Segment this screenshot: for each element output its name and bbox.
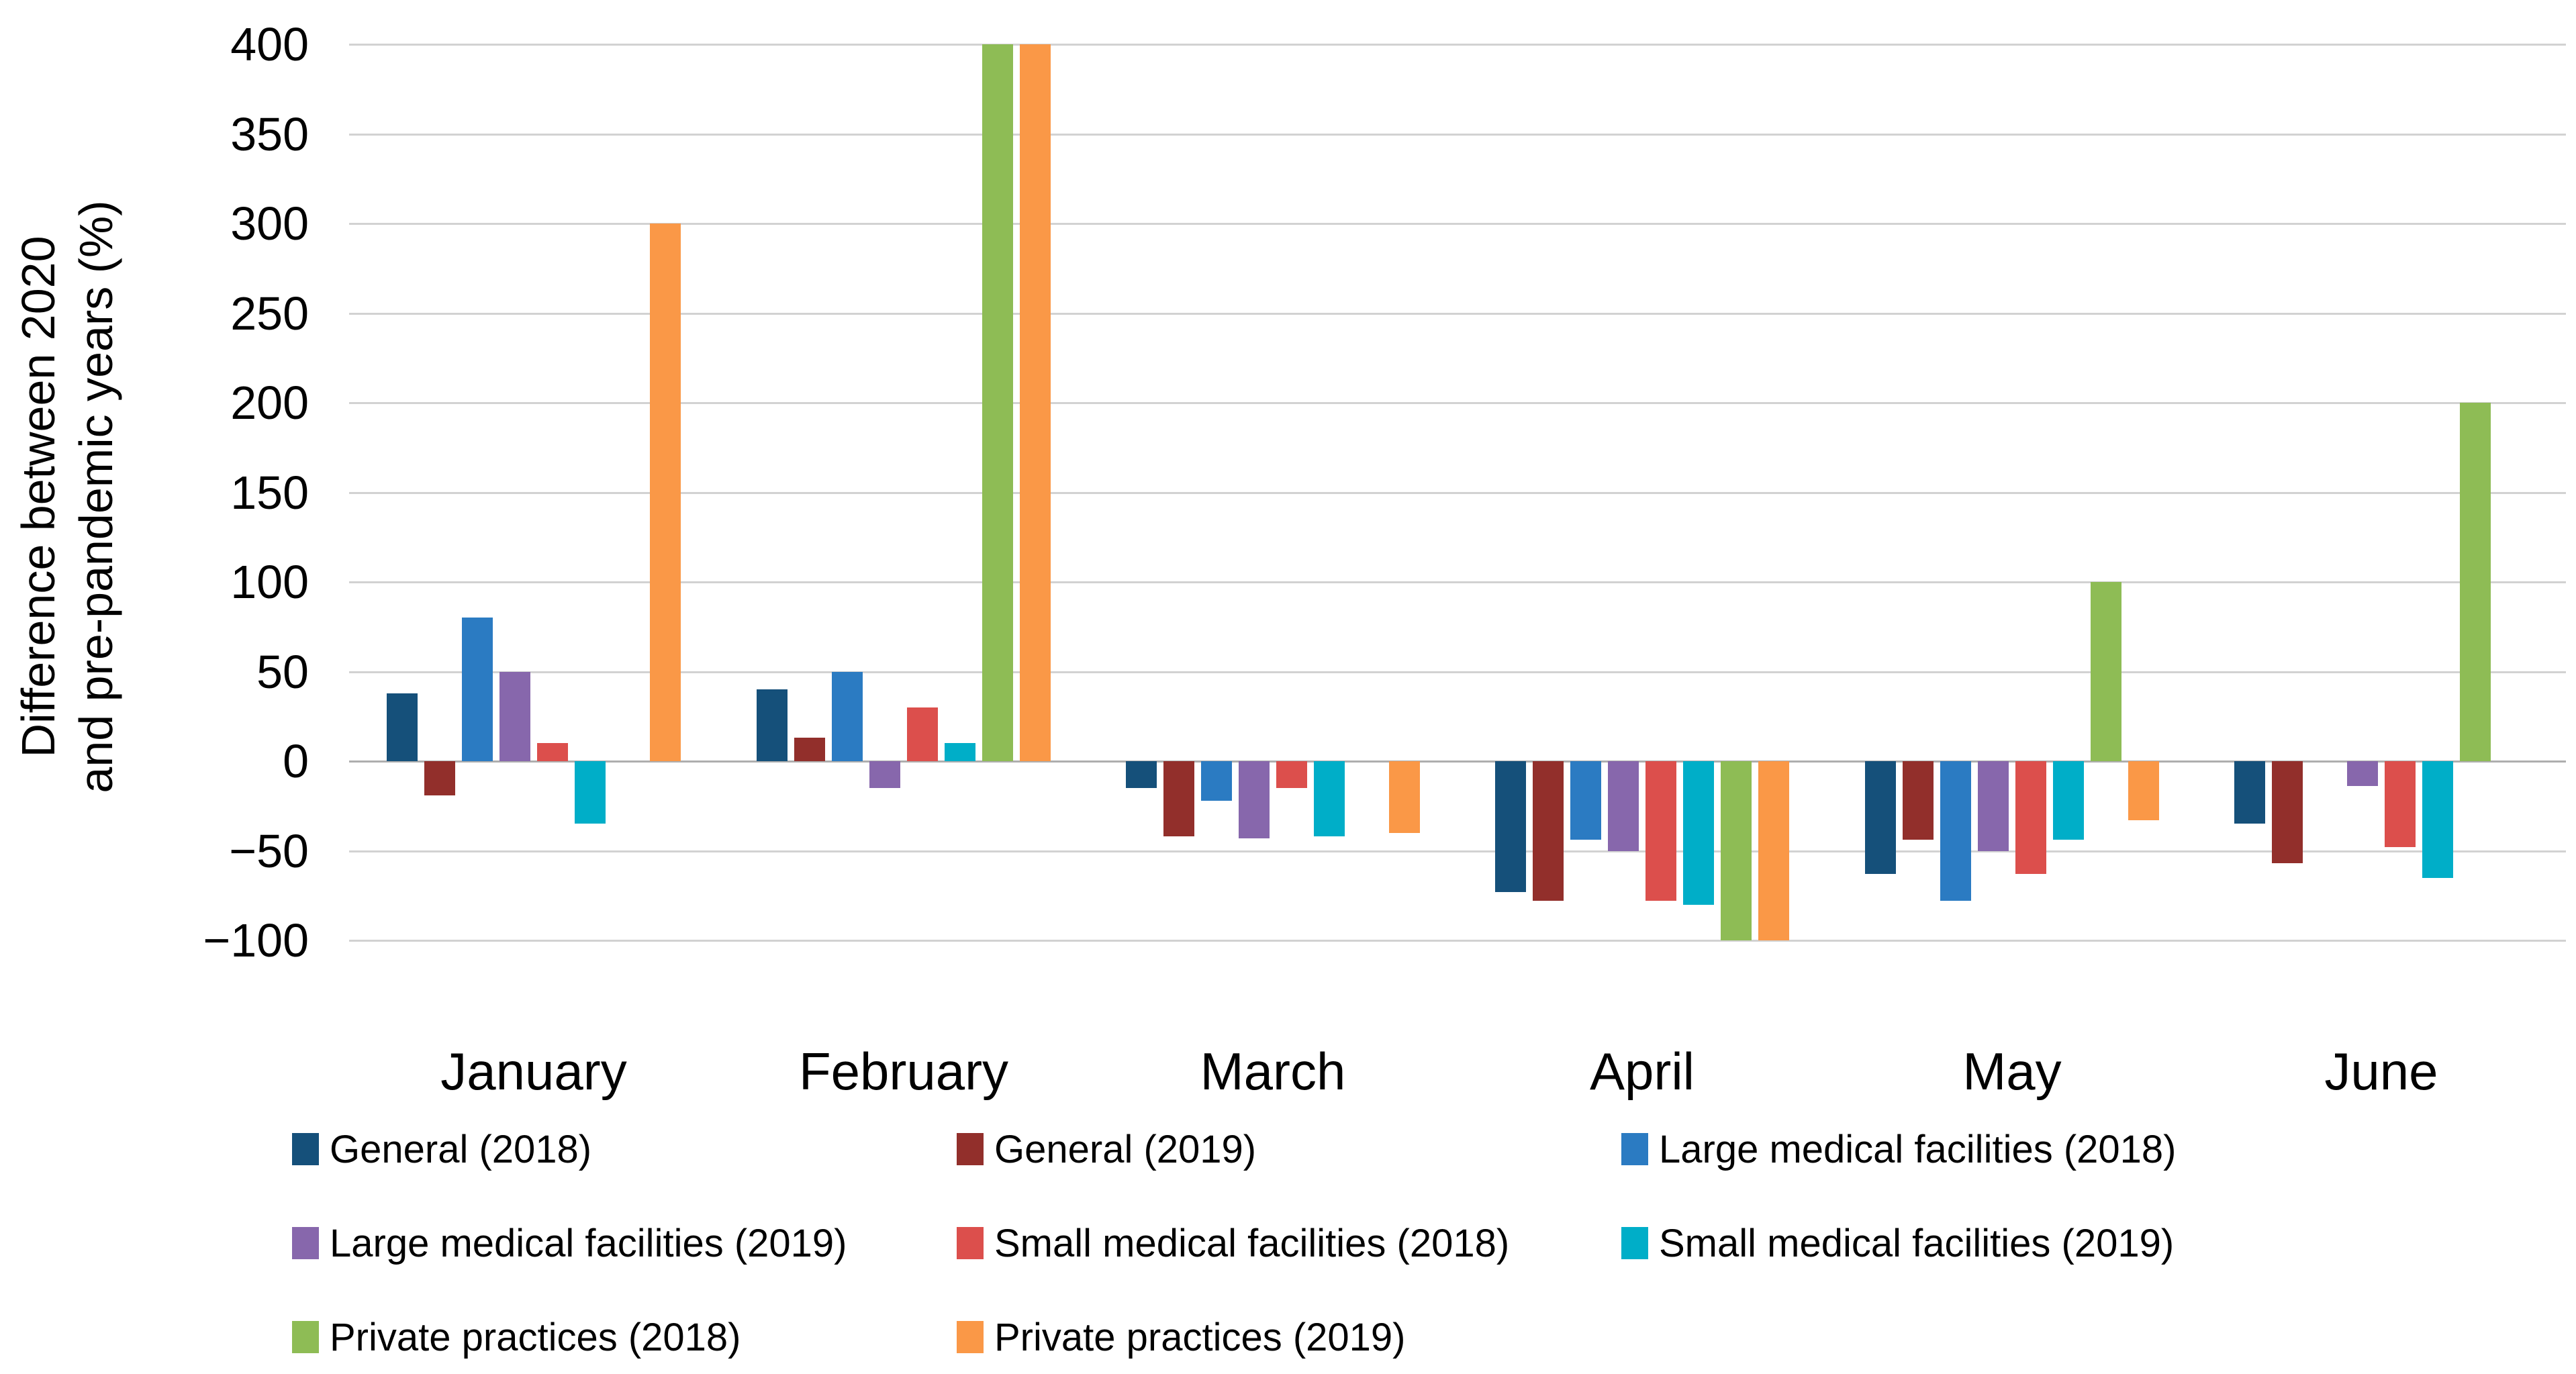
bar-january-general-2019 [424,761,455,795]
legend-label-small-medical-facilities-2018: Small medical facilities (2018) [994,1221,1510,1265]
legend-item-private-practices-2018: Private practices (2018) [292,1306,741,1368]
legend-swatch-private-practices-2019 [957,1321,984,1353]
y-tick-label--50: −50 [229,824,309,877]
x-label-march: March [1200,1042,1346,1101]
bar-june-small-medical-facilities-2018 [2385,761,2416,848]
bar-may-general-2019 [1903,761,1934,840]
bar-june-general-2018 [2234,761,2265,824]
legend-swatch-private-practices-2018 [292,1321,319,1353]
y-tick-label-150: 150 [230,466,309,519]
legend-item-small-medical-facilities-2019: Small medical facilities (2019) [1621,1212,2174,1274]
bar-may-private-practices-2019 [2128,761,2159,821]
y-tick-label-400: 400 [230,18,309,70]
bar-february-small-medical-facilities-2018 [907,707,938,761]
bar-january-small-medical-facilities-2018 [537,743,568,761]
bar-april-general-2019 [1533,761,1564,901]
bar-april-general-2018 [1495,761,1526,892]
bar-may-small-medical-facilities-2018 [2015,761,2046,875]
y-tick-label-200: 200 [230,377,309,429]
gridline-300 [349,223,2566,225]
x-label-may: May [1962,1042,2062,1101]
legend-item-large-medical-facilities-2018: Large medical facilities (2018) [1621,1118,2176,1180]
y-tick-label-0: 0 [283,735,309,787]
bar-june-small-medical-facilities-2019 [2422,761,2453,878]
bar-january-general-2018 [387,693,418,761]
bar-june-private-practices-2018 [2460,403,2491,761]
legend-swatch-large-medical-facilities-2019 [292,1227,319,1259]
gridline-200 [349,402,2566,404]
legend-item-small-medical-facilities-2018: Small medical facilities (2018) [957,1212,1509,1274]
y-tick-label-50: 50 [256,645,309,698]
x-label-april: April [1589,1042,1695,1101]
bar-march-general-2018 [1126,761,1157,789]
y-tick-label-300: 300 [230,197,309,250]
bar-may-general-2018 [1865,761,1896,875]
bar-february-private-practices-2018 [982,44,1013,761]
legend-item-private-practices-2019: Private practices (2019) [957,1306,1405,1368]
legend-swatch-general-2018 [292,1133,319,1165]
legend-label-large-medical-facilities-2019: Large medical facilities (2019) [330,1221,847,1265]
legend-label-private-practices-2018: Private practices (2018) [330,1315,741,1359]
legend-swatch-small-medical-facilities-2018 [957,1227,984,1259]
x-label-june: June [2324,1042,2438,1101]
gridline--50 [349,850,2566,852]
bar-may-small-medical-facilities-2019 [2053,761,2084,840]
bar-may-large-medical-facilities-2019 [1978,761,2009,851]
bar-february-large-medical-facilities-2018 [832,671,863,761]
bar-february-general-2018 [757,689,788,761]
bar-january-small-medical-facilities-2019 [575,761,606,824]
bar-february-general-2019 [794,738,825,761]
gridline-0 [349,760,2566,763]
legend-label-general-2018: General (2018) [330,1127,592,1171]
bar-may-large-medical-facilities-2018 [1940,761,1971,901]
legend-label-small-medical-facilities-2019: Small medical facilities (2019) [1659,1221,2175,1265]
y-tick-label-100: 100 [230,556,309,608]
bar-march-large-medical-facilities-2018 [1201,761,1232,801]
bar-april-private-practices-2018 [1721,761,1752,940]
bar-april-private-practices-2019 [1758,761,1789,940]
y-tick-label-350: 350 [230,107,309,160]
bar-june-large-medical-facilities-2019 [2347,761,2378,787]
bar-february-small-medical-facilities-2019 [945,743,975,761]
bar-april-small-medical-facilities-2018 [1645,761,1676,901]
bar-may-private-practices-2018 [2091,582,2121,761]
bar-april-large-medical-facilities-2018 [1570,761,1601,840]
legend-label-large-medical-facilities-2018: Large medical facilities (2018) [1659,1127,2177,1171]
legend-item-large-medical-facilities-2019: Large medical facilities (2019) [292,1212,847,1274]
legend-item-general-2019: General (2019) [957,1118,1256,1180]
gridline-100 [349,581,2566,583]
bar-february-private-practices-2019 [1020,44,1051,761]
legend-item-general-2018: General (2018) [292,1118,591,1180]
legend-label-private-practices-2019: Private practices (2019) [994,1315,1406,1359]
bar-june-general-2019 [2272,761,2303,864]
gridline--100 [349,940,2566,942]
x-label-february: February [798,1042,1009,1101]
legend-swatch-small-medical-facilities-2019 [1621,1227,1648,1259]
gridline-350 [349,133,2566,136]
gridline-400 [349,44,2566,46]
bar-april-large-medical-facilities-2019 [1608,761,1639,851]
y-axis-title-line1: Difference between 2020 [12,236,64,758]
legend-swatch-large-medical-facilities-2018 [1621,1133,1648,1165]
bar-february-large-medical-facilities-2019 [869,761,900,789]
gridline-250 [349,312,2566,315]
y-tick-label-250: 250 [230,287,309,340]
bar-march-large-medical-facilities-2019 [1239,761,1270,838]
gridline-150 [349,491,2566,494]
bar-january-large-medical-facilities-2018 [462,618,493,761]
x-label-january: January [440,1042,627,1101]
y-tick-label--100: −100 [203,914,309,967]
legend-swatch-general-2019 [957,1133,984,1165]
bar-march-small-medical-facilities-2018 [1276,761,1307,789]
legend-label-general-2019: General (2019) [994,1127,1257,1171]
bar-april-small-medical-facilities-2019 [1683,761,1714,905]
bar-march-private-practices-2019 [1389,761,1420,833]
bar-march-small-medical-facilities-2019 [1314,761,1345,837]
bar-january-large-medical-facilities-2019 [499,671,530,761]
bar-march-general-2019 [1163,761,1194,837]
gridline-50 [349,671,2566,673]
bar-january-private-practices-2019 [650,224,681,761]
